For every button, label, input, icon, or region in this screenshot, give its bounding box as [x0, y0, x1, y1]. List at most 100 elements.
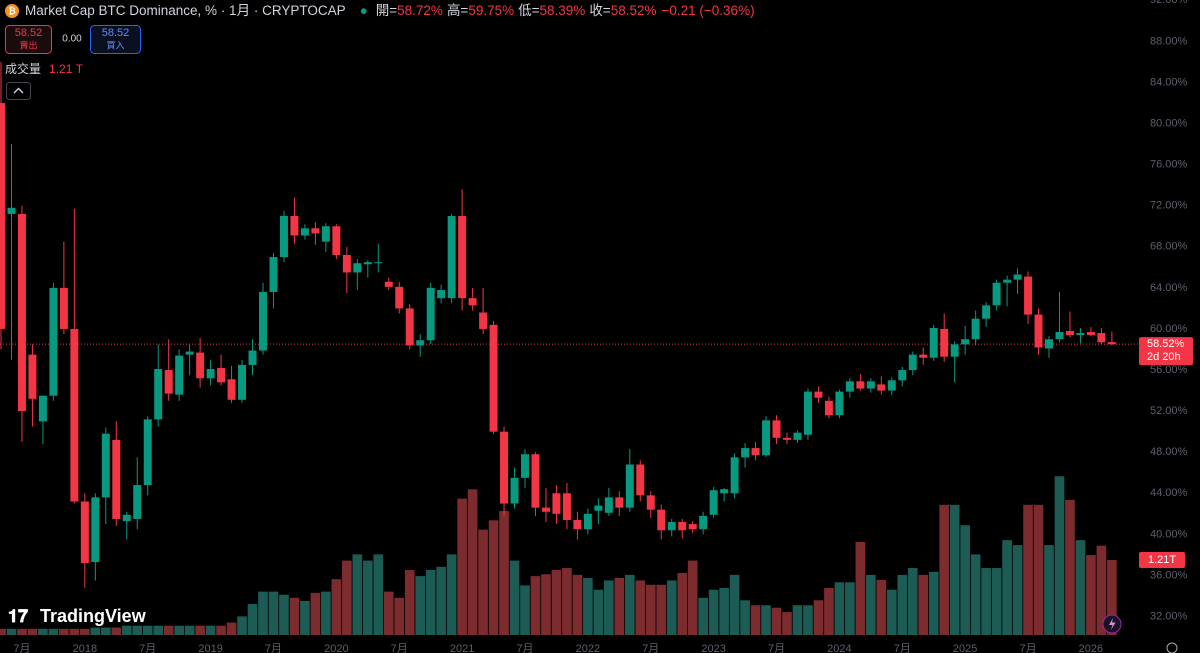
volume-bar [1096, 545, 1107, 635]
candle-body [122, 514, 131, 522]
x-tick-label: 2026 [1079, 643, 1103, 653]
candle-body [667, 522, 676, 531]
candle-body [793, 432, 802, 440]
candle-body [1076, 333, 1085, 336]
sell-price: 58.52 [15, 27, 43, 39]
volume-legend: 成交量 1.21 T [5, 61, 84, 76]
y-tick-label: 60.00% [1150, 323, 1188, 335]
y-tick-label: 56.00% [1150, 364, 1188, 376]
volume-bar [425, 569, 436, 635]
volume-bar [69, 628, 80, 635]
candle-body [164, 370, 173, 394]
candle-body [583, 513, 592, 530]
candle-body [468, 298, 477, 306]
volume-bar [593, 589, 604, 635]
volume-bar [132, 625, 143, 635]
candle-body [625, 464, 634, 508]
volume-bar [991, 568, 1002, 635]
candle-body [646, 495, 655, 510]
volume-label: 成交量 [5, 61, 41, 76]
sell-label: 賣出 [19, 39, 37, 50]
settings-icon[interactable] [1166, 642, 1178, 653]
candle-body [59, 287, 68, 329]
candle-body [562, 493, 571, 520]
x-tick-label: 2020 [324, 643, 348, 653]
volume-bar [195, 625, 205, 635]
volume-bar [1012, 545, 1023, 635]
volume-bar [792, 605, 803, 635]
volume-tag-label: 1.21T [1148, 554, 1176, 566]
volume-bar [813, 600, 824, 635]
candle-body [363, 262, 372, 265]
candle-body [521, 454, 529, 478]
volume-bar [803, 605, 813, 635]
candle-body [877, 384, 886, 391]
candle-body [531, 454, 540, 508]
candle-body [678, 522, 687, 531]
candle-body [1086, 332, 1095, 336]
y-tick-label: 40.00% [1150, 528, 1188, 540]
volume-bar [897, 574, 908, 635]
volume-bar [635, 580, 646, 635]
y-tick-label: 68.00% [1150, 241, 1188, 253]
candle-body [762, 420, 771, 456]
x-tick-label: 2021 [450, 643, 474, 653]
x-tick-label: 2024 [827, 643, 851, 653]
volume-bar [1075, 540, 1086, 635]
buy-button[interactable] [90, 25, 141, 54]
candle-body [7, 207, 16, 214]
candle-body [594, 505, 603, 511]
candle-body [772, 420, 781, 438]
buy-price: 58.52 [102, 27, 130, 39]
candle-body [1107, 342, 1116, 345]
x-tick-label: 7月 [139, 643, 156, 653]
candle-body [405, 308, 414, 346]
candle-body [321, 226, 330, 242]
volume-bar [163, 625, 174, 635]
volume-bar [121, 625, 132, 635]
candle-body [929, 327, 938, 358]
price-axis: 92.00% 88.00% 84.00% 80.00% 76.00% 72.00% 68.0… [13, 0, 1193, 653]
candle-body [196, 352, 205, 379]
ohlc-value: 58.52% [611, 3, 657, 18]
candle-body [1055, 332, 1064, 340]
volume-bar [530, 576, 541, 635]
volume-bar [247, 604, 258, 635]
sell-button[interactable] [5, 25, 52, 54]
candle-body [751, 448, 760, 456]
candle-body [636, 464, 645, 496]
candle-body [17, 213, 26, 412]
volume-bar [467, 489, 478, 635]
volume-bar [310, 592, 321, 635]
candle-body [49, 287, 58, 396]
ohlc-label: 高= [447, 2, 468, 18]
candle-body [1024, 276, 1033, 315]
volume-bar [750, 605, 761, 635]
y-tick-label: 36.00% [1150, 569, 1188, 581]
volume-bar [960, 525, 970, 635]
volume-bar [698, 597, 708, 635]
volume-bar [740, 600, 750, 635]
volume-bar [928, 571, 939, 635]
candle-body [1065, 331, 1074, 336]
candle-body [353, 263, 362, 273]
collapse-button[interactable] [6, 82, 31, 100]
candle-body [479, 312, 488, 329]
candle-body [332, 226, 341, 256]
volume-bar [362, 560, 373, 635]
volume-bar [1023, 504, 1033, 635]
candle-body [279, 215, 288, 258]
candle-body [604, 497, 613, 513]
candle-body [259, 291, 267, 351]
volume-bar [949, 504, 960, 635]
candle-body [783, 437, 791, 440]
volume-bar [331, 579, 342, 635]
candle-body [0, 103, 5, 329]
volume-bar [394, 597, 405, 635]
candle-body [133, 485, 142, 519]
candle-body [91, 497, 100, 563]
candle-body [940, 328, 949, 357]
volume-bar [300, 600, 310, 635]
